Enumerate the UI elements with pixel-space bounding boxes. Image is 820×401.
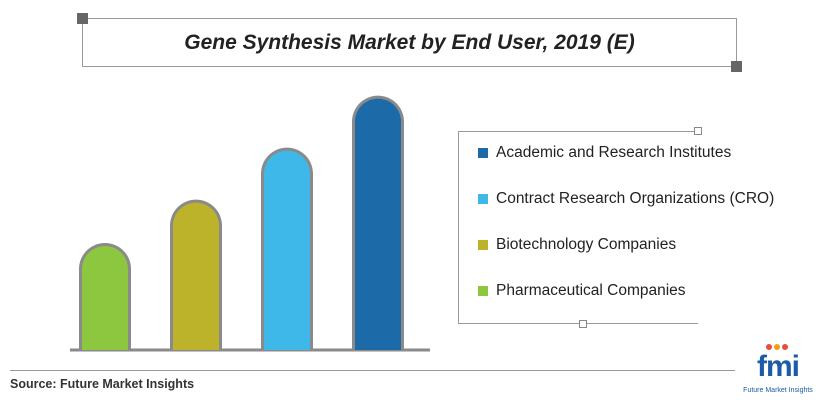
legend-item: Academic and Research Institutes bbox=[478, 144, 731, 162]
frame-corner-square bbox=[77, 13, 88, 24]
legend-label: Biotechnology Companies bbox=[496, 236, 677, 253]
legend-item: Contract Research Organizations (CRO) bbox=[478, 190, 774, 208]
bar-chart bbox=[70, 95, 430, 352]
legend-handle-square bbox=[694, 127, 702, 135]
legend-swatch bbox=[478, 286, 488, 296]
legend-label: Contract Research Organizations (CRO) bbox=[496, 190, 775, 207]
frame-corner-square bbox=[731, 61, 742, 72]
source-note: Source: Future Market Insights bbox=[10, 377, 195, 391]
logo-people-icon bbox=[766, 344, 788, 350]
legend-frame bbox=[458, 127, 702, 328]
legend-swatch bbox=[478, 240, 488, 250]
legend-swatch bbox=[478, 194, 488, 204]
chart-title: Gene Synthesis Market by End User, 2019 … bbox=[184, 31, 635, 54]
bar-3 bbox=[264, 150, 310, 350]
bar-1 bbox=[82, 246, 128, 350]
logo-subtitle: Future Market Insights bbox=[743, 387, 813, 394]
legend-swatch bbox=[478, 148, 488, 158]
source-divider bbox=[10, 370, 735, 371]
legend-label: Academic and Research Institutes bbox=[496, 144, 732, 161]
bar-2 bbox=[173, 202, 219, 350]
legend-handle-square bbox=[579, 320, 587, 328]
title-frame: Gene Synthesis Market by End User, 2019 … bbox=[77, 13, 742, 72]
logo-wordmark: fmi bbox=[757, 350, 800, 383]
bar-4 bbox=[355, 98, 401, 350]
legend-label: Pharmaceutical Companies bbox=[496, 282, 686, 299]
fmi-logo: fmi Future Market Insights bbox=[742, 344, 814, 398]
legend-item: Biotechnology Companies bbox=[478, 236, 676, 254]
legend-item: Pharmaceutical Companies bbox=[478, 282, 686, 300]
